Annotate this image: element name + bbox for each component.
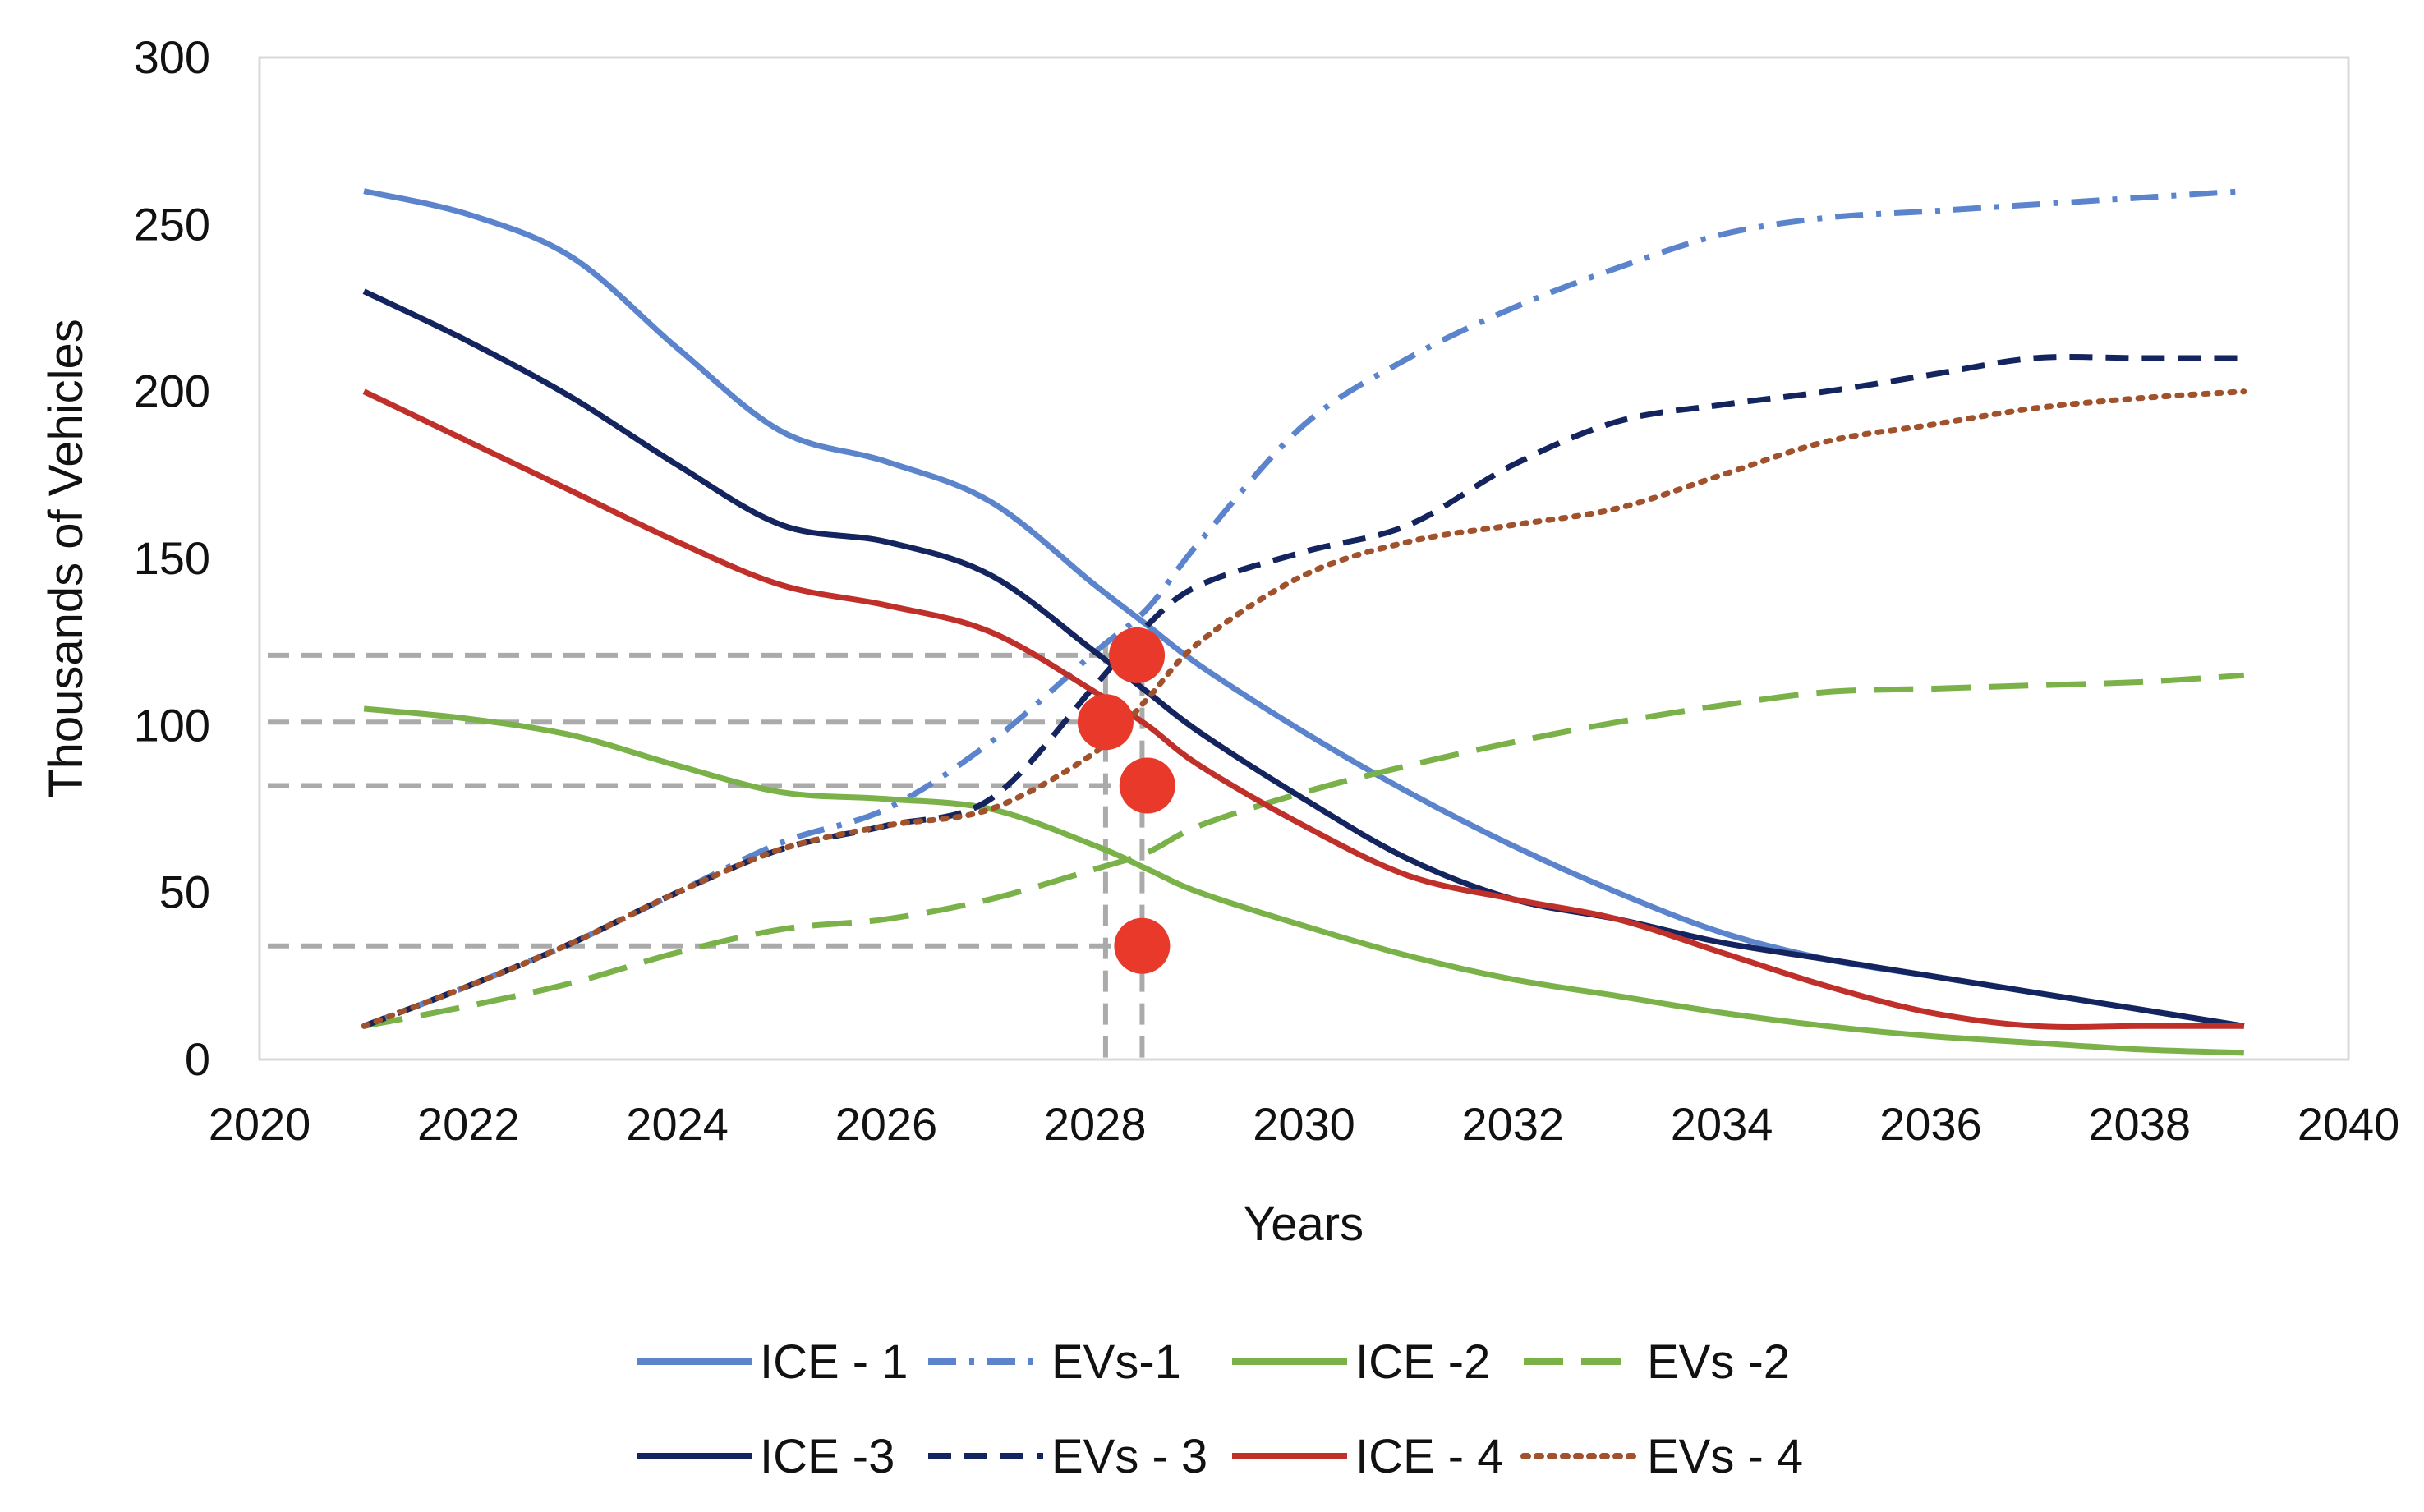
- x-axis-title: Years: [1244, 1197, 1364, 1251]
- legend-label: EVs-1: [1051, 1335, 1181, 1389]
- legend-label: ICE -2: [1355, 1335, 1490, 1389]
- x-tick-label: 2028: [1044, 1098, 1147, 1150]
- x-tick-label: 2040: [2298, 1098, 2400, 1150]
- x-tick-label: 2036: [1879, 1098, 1982, 1150]
- y-tick-label: 300: [134, 31, 210, 83]
- series-line-ice-3: [362, 288, 2245, 1029]
- x-tick-label: 2032: [1462, 1098, 1565, 1150]
- legend: ICE - 1 EVs-1 ICE -2 EVs -2 ICE -3 EVs - 3 ICE…: [637, 1335, 1803, 1483]
- x-tick-label: 2030: [1253, 1098, 1355, 1150]
- intersection-markers: [1077, 627, 1175, 974]
- y-tick-label: 0: [185, 1033, 210, 1085]
- y-axis-ticks: 0 50 100 150 200 250 300: [134, 31, 210, 1085]
- intersection-marker: [1109, 627, 1166, 683]
- x-tick-label: 2038: [2088, 1098, 2191, 1150]
- series-line-ice-2: [363, 705, 2244, 1056]
- series-lines: [361, 188, 2247, 1056]
- x-tick-label: 2024: [626, 1098, 729, 1150]
- legend-label: ICE -3: [760, 1430, 895, 1483]
- x-tick-label: 2026: [835, 1098, 938, 1150]
- series-line-evs-2: [363, 672, 2245, 1029]
- y-tick-label: 100: [134, 699, 210, 751]
- x-axis-ticks: 2020 2022 2024 2026 2028 2030 2032 2034 2036 2038…: [209, 1098, 2400, 1150]
- intersection-marker: [1119, 757, 1175, 814]
- y-tick-label: 50: [159, 866, 210, 918]
- legend-label: EVs - 4: [1647, 1430, 1803, 1483]
- y-tick-label: 250: [134, 198, 210, 250]
- legend-label: ICE - 4: [1355, 1430, 1504, 1483]
- x-tick-label: 2034: [1671, 1098, 1773, 1150]
- intersection-marker: [1077, 694, 1134, 751]
- y-axis-title: Thousands of Vehicles: [39, 319, 93, 798]
- legend-label: ICE - 1: [760, 1335, 908, 1389]
- x-tick-label: 2020: [209, 1098, 311, 1150]
- y-tick-label: 150: [134, 532, 210, 584]
- legend-label: EVs - 3: [1051, 1430, 1207, 1483]
- y-tick-label: 200: [134, 365, 210, 417]
- plot-area-border: [258, 56, 2350, 1061]
- series-line-evs-4: [361, 388, 2247, 1029]
- legend-label: EVs -2: [1647, 1335, 1790, 1389]
- intersection-marker: [1114, 917, 1171, 974]
- x-tick-label: 2022: [417, 1098, 520, 1150]
- series-line-ice-4: [362, 388, 2244, 1030]
